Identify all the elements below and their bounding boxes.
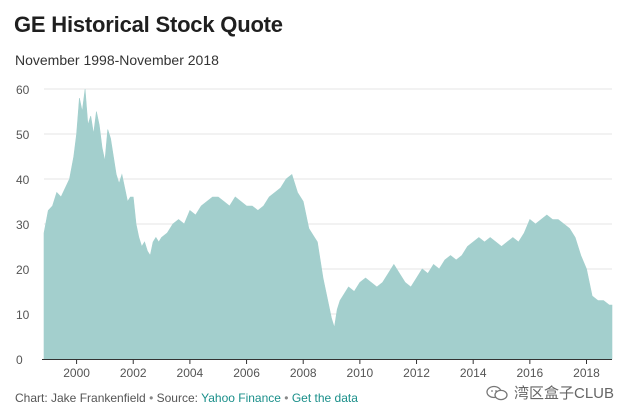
y-tick-label: 50: [16, 128, 30, 142]
source-link[interactable]: Yahoo Finance: [201, 391, 281, 405]
x-tick-label: 2004: [177, 366, 204, 380]
y-tick-label: 40: [16, 173, 30, 187]
x-tick-label: 2018: [573, 366, 600, 380]
y-tick-label: 20: [16, 263, 30, 277]
x-tick-label: 2016: [516, 366, 543, 380]
y-tick-label: 0: [16, 353, 23, 367]
chart-subtitle: November 1998-November 2018: [15, 52, 219, 68]
chart-footer: Chart: Jake Frankenfield • Source: Yahoo…: [15, 391, 358, 405]
x-tick-label: 2006: [233, 366, 260, 380]
x-tick-label: 2014: [460, 366, 487, 380]
x-tick-label: 2002: [120, 366, 147, 380]
footer-separator: •: [284, 391, 292, 405]
x-tick-label: 2010: [347, 366, 374, 380]
wechat-icon: [486, 385, 508, 400]
x-tick-label: 2012: [403, 366, 430, 380]
get-data-link[interactable]: Get the data: [291, 391, 358, 405]
chart-credit: Chart: Jake Frankenfield: [15, 391, 146, 405]
area-fill: [43, 88, 613, 360]
source-prefix: Source:: [156, 391, 198, 405]
y-tick-label: 60: [16, 83, 30, 97]
axes: 0 10 20 30 40 50 60 2000 2002 2004 2006 2008 2010 201…: [16, 83, 612, 380]
footer-separator: •: [149, 391, 157, 405]
x-tick-label: 2008: [290, 366, 317, 380]
watermark: 湾区盒子CLUB: [486, 382, 614, 403]
y-tick-label: 30: [16, 218, 30, 232]
y-tick-label: 10: [16, 308, 30, 322]
area-series: [43, 88, 613, 360]
x-tick-label: 2000: [63, 366, 90, 380]
chart-title: GE Historical Stock Quote: [14, 12, 283, 37]
watermark-text: 湾区盒子CLUB: [513, 385, 614, 402]
